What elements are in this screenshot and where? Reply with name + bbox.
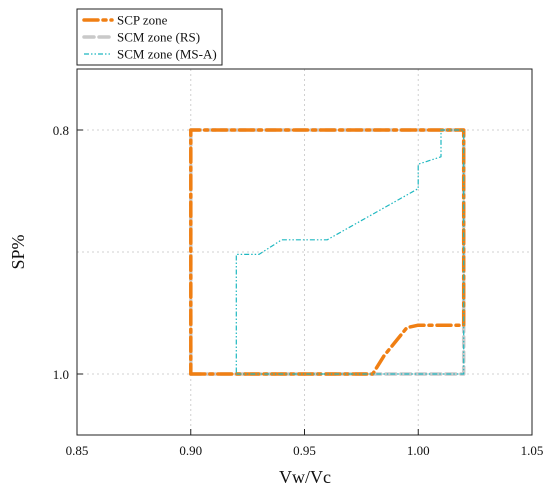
series-scm-zone-ms-a <box>235 129 465 375</box>
axis-layer: 0.85 0.90 0.95 1.00 1.05 0.8 1.0 <box>53 68 544 458</box>
x-tick-label: 0.90 <box>179 443 202 458</box>
x-tick-label: 0.85 <box>66 443 89 458</box>
x-tick-label: 1.05 <box>521 443 544 458</box>
y-tick-label: 1.0 <box>53 367 69 382</box>
series-scp-zone <box>189 128 466 376</box>
y-axis-title: SP% <box>8 234 28 269</box>
x-axis-title: Vw/Vc <box>279 467 331 487</box>
x-tick-label: 1.00 <box>407 443 430 458</box>
series-layer <box>189 128 466 376</box>
y-tick-label: 0.8 <box>53 123 69 138</box>
x-tick-label: 0.95 <box>293 443 316 458</box>
legend-label: SCM zone (MS-A) <box>117 47 217 62</box>
legend: SCP zone SCM zone (RS) SCM zone (MS-A) <box>76 8 223 66</box>
legend-label: SCM zone (RS) <box>117 30 200 45</box>
legend-label: SCP zone <box>117 13 168 28</box>
